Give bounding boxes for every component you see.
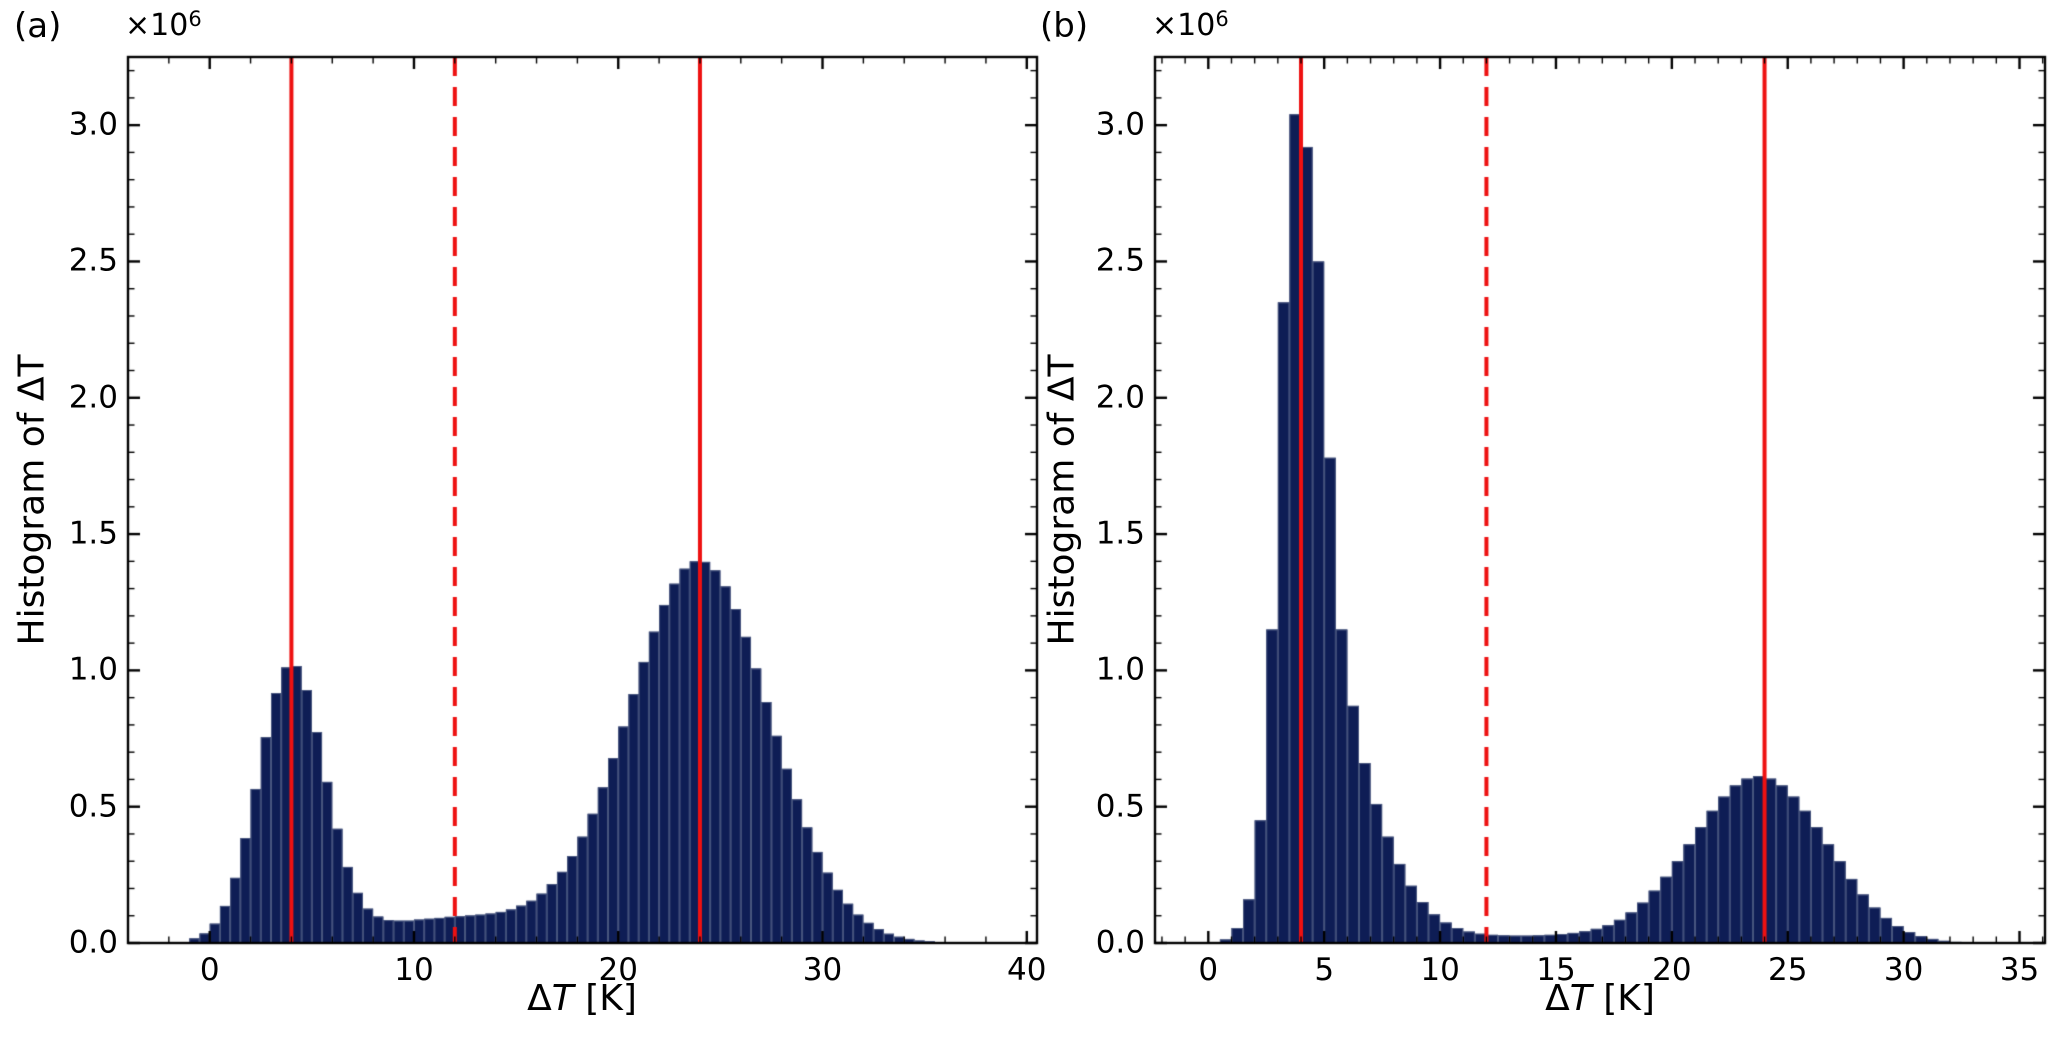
panel-a-xlabel: ΔT [K] (527, 978, 637, 1019)
y-tick-label: 0.5 (1095, 788, 1145, 825)
x-tick-label: 0 (1198, 952, 1219, 988)
y-tick-label: 2.0 (68, 379, 118, 416)
y-tick-label: 3.0 (1095, 106, 1145, 143)
xlabel-delta: Δ (527, 978, 552, 1019)
panel-b-xlabel: ΔT [K] (1545, 978, 1655, 1019)
y-tick-label: 0.5 (68, 788, 118, 825)
panel-a-scale-label: ×106 (125, 7, 202, 43)
x-tick-label: 20 (1652, 952, 1692, 988)
x-tick-label: 0 (199, 952, 220, 988)
y-tick-label: 2.5 (68, 242, 118, 279)
x-tick-label: 35 (1999, 952, 2040, 988)
panel-b-scale-label: ×106 (1152, 7, 1229, 43)
x-tick-label: 15 (1536, 952, 1576, 988)
y-tick-label: 2.5 (1095, 242, 1145, 279)
y-tick-label: 2.0 (1095, 379, 1145, 416)
x-tick-label: 20 (598, 952, 638, 988)
y-tick-label: 0.0 (68, 924, 118, 961)
scale-exponent: 6 (1215, 7, 1229, 31)
xlabel-delta: Δ (1545, 978, 1570, 1019)
x-tick-label: 5 (1314, 952, 1335, 988)
xlabel-unit: [K] (1591, 978, 1655, 1019)
x-tick-label: 10 (394, 952, 434, 988)
xlabel-unit: [K] (573, 978, 637, 1019)
scale-base: ×10 (1152, 8, 1216, 43)
x-tick-label: 25 (1768, 952, 1808, 988)
y-tick-label: 0.0 (1095, 924, 1145, 961)
xlabel-variable: T (551, 978, 574, 1019)
scale-exponent: 6 (188, 7, 202, 31)
x-tick-label: 30 (1883, 952, 1924, 988)
xlabel-variable: T (1569, 978, 1592, 1019)
y-tick-label: 3.0 (68, 106, 118, 143)
panel-b-letter: (b) (1040, 6, 1089, 46)
y-tick-label: 1.5 (1095, 515, 1145, 552)
x-tick-label: 30 (802, 952, 843, 988)
scale-base: ×10 (125, 8, 189, 43)
panel-a-letter: (a) (14, 6, 62, 46)
x-tick-label: 10 (1420, 952, 1460, 988)
y-tick-label: 1.0 (68, 651, 118, 688)
x-tick-label: 40 (1007, 952, 1047, 988)
y-tick-label: 1.5 (68, 515, 118, 552)
y-tick-label: 1.0 (1095, 651, 1145, 688)
